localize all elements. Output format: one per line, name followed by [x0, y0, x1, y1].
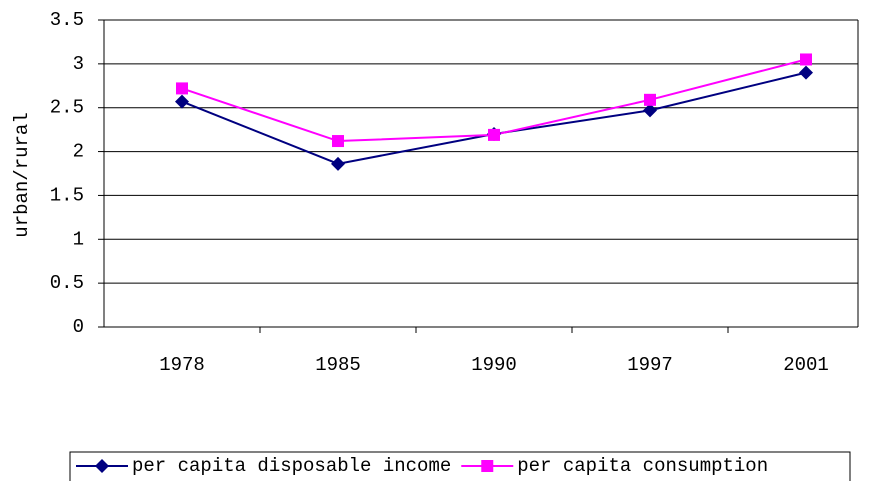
x-tick-label: 1990	[471, 354, 517, 376]
legend-label: per capita consumption	[517, 455, 768, 477]
y-tick-label: 2	[73, 141, 84, 163]
x-tick-label: 2001	[783, 354, 829, 376]
legend-label: per capita disposable income	[132, 455, 451, 477]
y-tick-label: 0	[73, 316, 84, 338]
marker	[175, 94, 189, 109]
series-line	[181, 71, 807, 165]
marker	[799, 65, 813, 80]
marker	[643, 103, 657, 118]
y-tick-label: 3.5	[50, 9, 84, 31]
y-tick-label: 3	[73, 53, 84, 75]
marker	[800, 53, 812, 66]
x-tick-label: 1985	[315, 354, 361, 376]
marker	[332, 135, 344, 148]
marker	[176, 82, 188, 95]
y-tick-label: 2.5	[50, 97, 84, 119]
legend-marker	[95, 459, 109, 473]
y-tick-label: 1	[73, 228, 84, 250]
marker	[488, 128, 500, 141]
legend-box	[69, 451, 851, 481]
x-tick-label: 1978	[159, 354, 205, 376]
y-axis-label: urban/rural	[11, 112, 33, 237]
x-tick-label: 1997	[627, 354, 673, 376]
legend-marker	[481, 460, 494, 472]
marker	[644, 93, 656, 106]
marker	[331, 156, 345, 171]
y-tick-label: 1.5	[50, 184, 84, 206]
y-tick-label: 0.5	[50, 272, 84, 294]
